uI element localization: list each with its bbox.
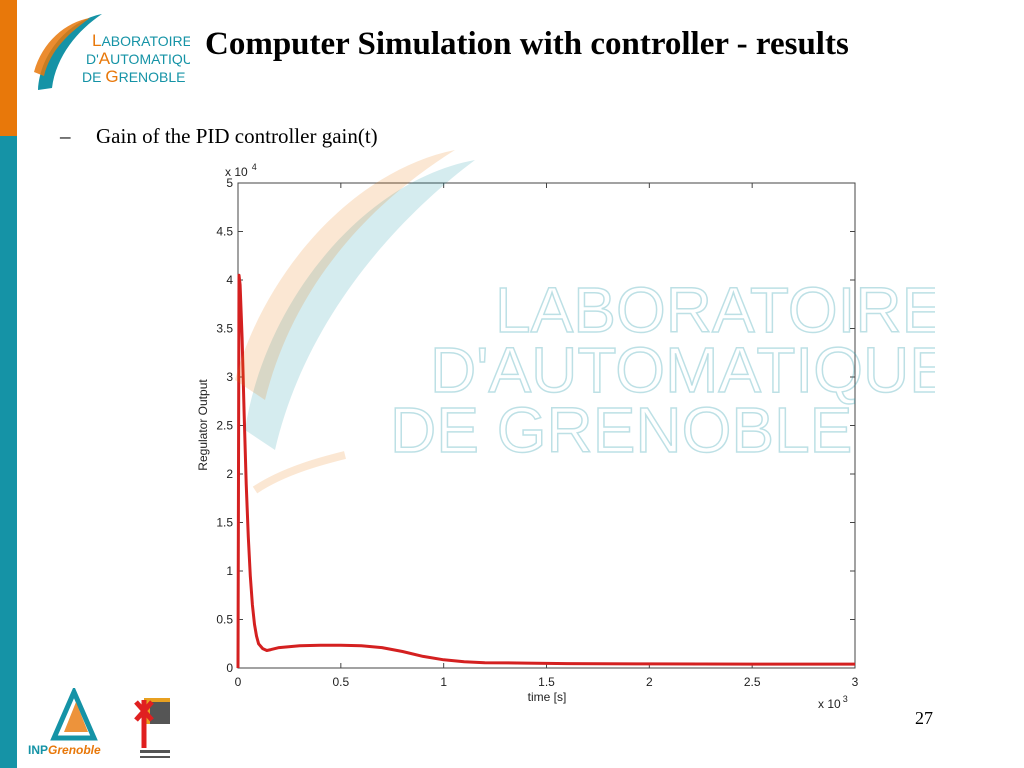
svg-text:D'AUTOMATIQUE: D'AUTOMATIQUE	[86, 49, 190, 68]
y-tick-label: 0	[226, 661, 233, 675]
teal-side-bar	[0, 136, 17, 768]
y-tick-label: 0.5	[216, 613, 233, 627]
x-tick-label: 3	[852, 675, 859, 689]
page-number: 27	[915, 708, 933, 728]
y-tick-label: 2	[226, 467, 233, 481]
bullet-text: Gain of the PID controller gain(t)	[96, 124, 378, 148]
svg-text:DE GRENOBLE: DE GRENOBLE	[82, 67, 186, 86]
y-tick-label: 4.5	[216, 225, 233, 239]
x-multiplier: x 10 3	[818, 694, 848, 711]
x-tick-label: 1.5	[538, 675, 555, 689]
y-tick-label: 3	[226, 370, 233, 384]
y-axis-label: Regulator Output	[196, 379, 210, 471]
y-multiplier: x 10 4	[225, 162, 257, 179]
y-tick-label: 1	[226, 564, 233, 578]
y-tick-label: 3.5	[216, 322, 233, 336]
y-tick-label: 1.5	[216, 516, 233, 530]
y-tick-label: 4	[226, 273, 233, 287]
orange-side-bar	[0, 0, 17, 136]
y-tick-label: 5	[226, 176, 233, 190]
x-tick-label: 1	[440, 675, 447, 689]
regulator-output-chart: 0 0.5 1 1.5 2 2.5 3 3.5 4 4.5 5 0 0.5 1 1.5 2 2.5 3 x 10…	[196, 162, 859, 711]
x-tick-label: 0	[235, 675, 242, 689]
svg-text:LABORATOIRE: LABORATOIRE	[92, 31, 190, 50]
bullet-marker: –	[60, 124, 71, 148]
x-tick-label: 2.5	[744, 675, 761, 689]
y-tick-label: 2.5	[216, 419, 233, 433]
series-group	[236, 273, 855, 669]
x-axis-label: time [s]	[528, 690, 567, 704]
x-tick-label: 0.5	[332, 675, 349, 689]
laboratoire-logo: LABORATOIRE D'AUTOMATIQUE DE GRENOBLE	[34, 14, 190, 90]
plot-area	[237, 182, 856, 669]
bullet-item: – Gain of the PID controller gain(t)	[60, 124, 378, 149]
series-line	[236, 273, 855, 669]
y-axis-ticks: 0 0.5 1 1.5 2 2.5 3 3.5 4 4.5 5	[216, 176, 855, 675]
svg-text:INPGrenoble: INPGrenoble	[28, 743, 101, 757]
university-logo	[134, 698, 170, 758]
x-axis-ticks: 0 0.5 1 1.5 2 2.5 3	[235, 183, 859, 689]
inp-grenoble-logo: INPGrenoble	[28, 688, 101, 757]
x-tick-label: 2	[646, 675, 653, 689]
slide-title: Computer Simulation with controller - re…	[205, 26, 849, 62]
